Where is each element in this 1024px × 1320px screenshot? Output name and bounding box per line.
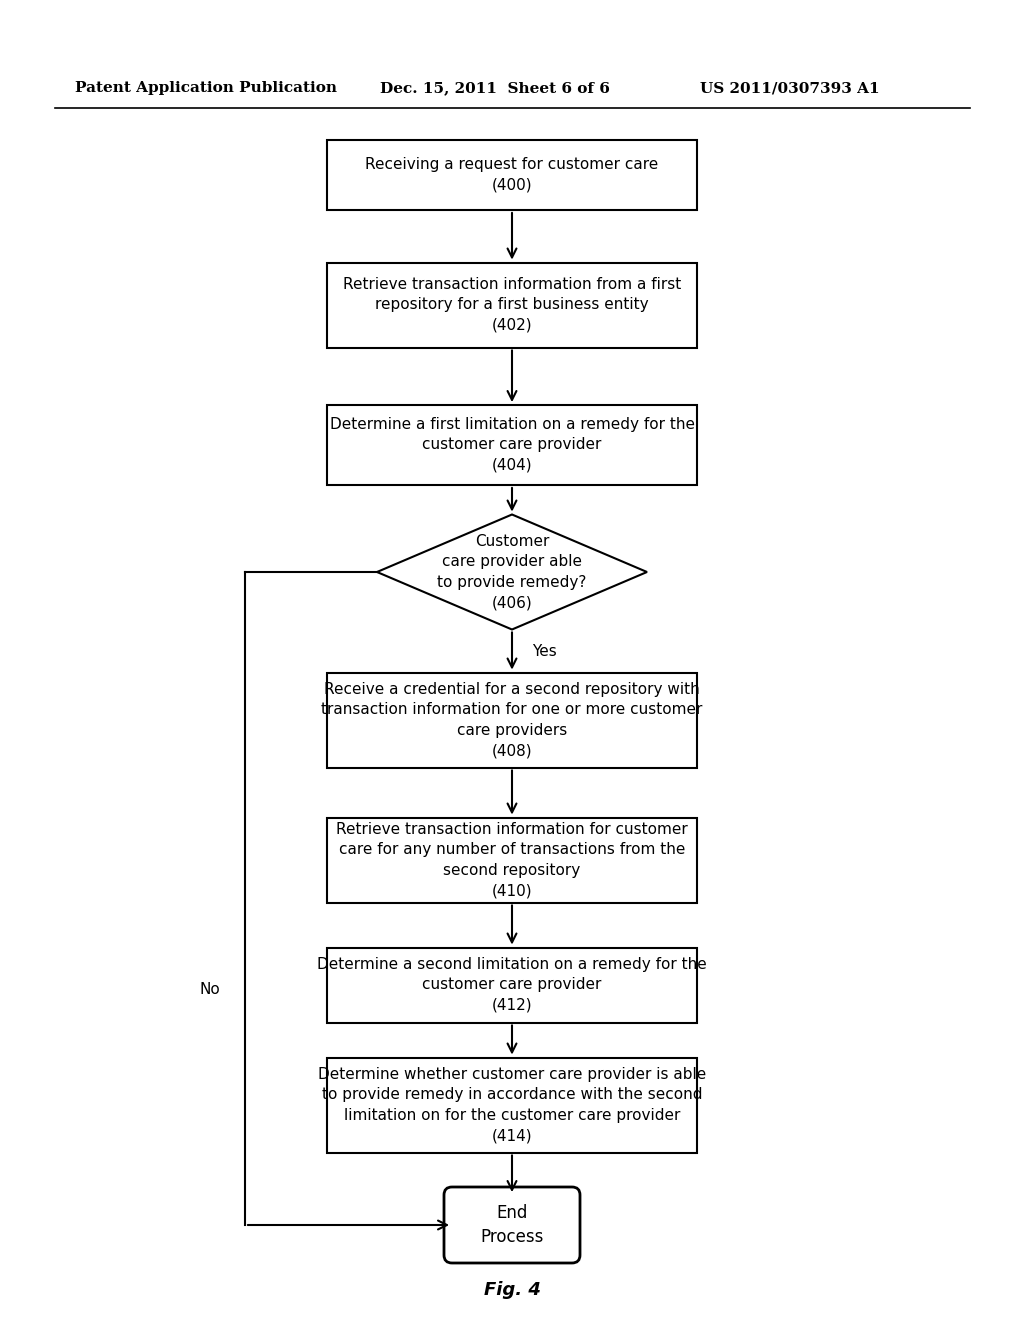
Text: Yes: Yes (532, 644, 557, 659)
FancyBboxPatch shape (327, 405, 697, 484)
Polygon shape (377, 515, 647, 630)
Text: Retrieve transaction information for customer
care for any number of transaction: Retrieve transaction information for cus… (336, 822, 688, 898)
Text: No: No (200, 982, 220, 998)
FancyBboxPatch shape (327, 672, 697, 767)
FancyBboxPatch shape (327, 263, 697, 347)
FancyBboxPatch shape (327, 1057, 697, 1152)
Text: Receive a credential for a second repository with
transaction information for on: Receive a credential for a second reposi… (322, 682, 702, 758)
Text: Patent Application Publication: Patent Application Publication (75, 81, 337, 95)
Text: Determine a first limitation on a remedy for the
customer care provider
(404): Determine a first limitation on a remedy… (330, 417, 694, 473)
FancyBboxPatch shape (327, 140, 697, 210)
Text: Determine whether customer care provider is able
to provide remedy in accordance: Determine whether customer care provider… (317, 1067, 707, 1143)
Text: US 2011/0307393 A1: US 2011/0307393 A1 (700, 81, 880, 95)
Text: Fig. 4: Fig. 4 (483, 1280, 541, 1299)
Text: Dec. 15, 2011  Sheet 6 of 6: Dec. 15, 2011 Sheet 6 of 6 (380, 81, 610, 95)
FancyBboxPatch shape (327, 817, 697, 903)
Text: Retrieve transaction information from a first
repository for a first business en: Retrieve transaction information from a … (343, 277, 681, 333)
Text: Receiving a request for customer care
(400): Receiving a request for customer care (4… (366, 157, 658, 193)
Text: Customer
care provider able
to provide remedy?
(406): Customer care provider able to provide r… (437, 533, 587, 610)
Text: Determine a second limitation on a remedy for the
customer care provider
(412): Determine a second limitation on a remed… (317, 957, 707, 1012)
FancyBboxPatch shape (327, 948, 697, 1023)
FancyBboxPatch shape (444, 1187, 580, 1263)
Text: End
Process: End Process (480, 1204, 544, 1246)
